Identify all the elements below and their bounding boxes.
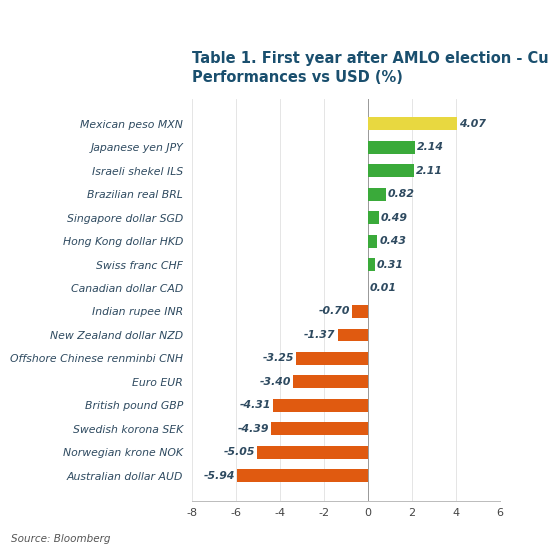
Text: 2.14: 2.14	[417, 142, 444, 152]
Bar	[368, 164, 414, 177]
Bar	[368, 141, 415, 153]
Bar	[257, 446, 368, 459]
Text: 2.11: 2.11	[416, 166, 444, 175]
Bar	[271, 422, 368, 435]
Text: -3.25: -3.25	[263, 354, 294, 364]
Text: 0.31: 0.31	[377, 260, 404, 270]
Text: 0.01: 0.01	[369, 283, 396, 293]
Text: -5.94: -5.94	[204, 471, 235, 481]
Text: 4.07: 4.07	[460, 119, 486, 129]
Bar	[368, 258, 374, 271]
Bar	[368, 235, 377, 248]
Text: 0.49: 0.49	[381, 213, 408, 223]
Text: Source: Bloomberg: Source: Bloomberg	[11, 535, 110, 544]
Bar	[368, 211, 379, 224]
Text: -0.70: -0.70	[319, 306, 350, 316]
Text: Table 1. First year after AMLO election - Currency
Performances vs USD (%): Table 1. First year after AMLO election …	[192, 51, 549, 85]
Bar	[368, 188, 386, 201]
Text: -3.40: -3.40	[260, 377, 291, 387]
Text: -4.39: -4.39	[238, 424, 269, 434]
Bar	[293, 376, 368, 388]
Text: -5.05: -5.05	[223, 447, 255, 457]
Bar	[338, 328, 368, 342]
Bar	[296, 352, 368, 365]
Bar	[352, 305, 368, 318]
Text: 0.82: 0.82	[388, 189, 415, 199]
Text: -1.37: -1.37	[304, 330, 335, 340]
Bar	[368, 117, 457, 130]
Text: 0.43: 0.43	[379, 236, 406, 246]
Bar	[237, 469, 368, 482]
Bar	[273, 399, 368, 412]
Text: -4.31: -4.31	[239, 400, 271, 410]
